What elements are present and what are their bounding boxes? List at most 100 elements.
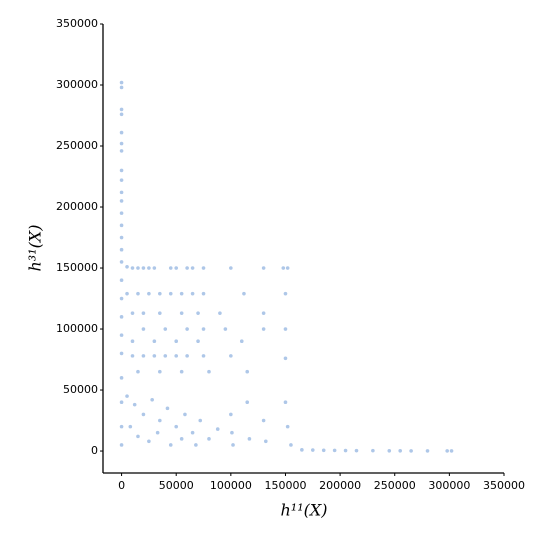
- point: [215, 427, 220, 431]
- point: [229, 412, 233, 417]
- point: [398, 448, 402, 453]
- point: [196, 311, 200, 315]
- point: [190, 291, 195, 296]
- point: [185, 354, 189, 358]
- point: [165, 406, 170, 411]
- point: [229, 354, 233, 358]
- point: [163, 327, 168, 331]
- point: [425, 449, 430, 453]
- point: [119, 333, 124, 337]
- x-axis-label: h¹¹(X): [280, 501, 327, 520]
- point: [130, 339, 135, 344]
- point: [119, 424, 124, 429]
- point: [179, 369, 184, 374]
- point: [155, 430, 160, 435]
- point: [152, 354, 157, 358]
- point: [119, 315, 124, 319]
- point: [190, 430, 195, 435]
- point: [119, 211, 124, 215]
- point: [119, 190, 124, 195]
- x-tick-label: 350000: [483, 479, 525, 492]
- point: [147, 291, 151, 296]
- point: [343, 448, 348, 453]
- point: [119, 178, 124, 182]
- x-tick-label: 150000: [264, 479, 306, 492]
- point: [285, 424, 290, 429]
- point: [185, 266, 189, 270]
- point: [179, 437, 184, 441]
- x-tick-label: 250000: [374, 479, 416, 492]
- point: [119, 400, 124, 405]
- point: [289, 443, 293, 447]
- x-tick-label: 200000: [319, 479, 361, 492]
- point: [119, 107, 124, 112]
- point: [141, 412, 146, 417]
- point: [163, 354, 168, 358]
- point: [130, 354, 135, 358]
- point: [168, 291, 173, 296]
- point: [310, 448, 315, 452]
- point: [201, 266, 206, 270]
- x-tick-label: 50000: [159, 479, 194, 492]
- x-tick-label: 300000: [428, 479, 470, 492]
- point: [147, 266, 151, 270]
- point: [332, 448, 337, 453]
- point: [281, 266, 286, 270]
- point: [141, 311, 146, 315]
- point: [185, 327, 189, 331]
- point: [130, 311, 135, 315]
- point: [168, 266, 173, 270]
- point: [119, 85, 124, 90]
- point: [168, 443, 173, 447]
- point: [125, 265, 129, 269]
- point: [261, 266, 266, 270]
- point: [119, 260, 124, 264]
- point: [247, 437, 252, 441]
- point: [242, 291, 246, 296]
- point: [174, 266, 179, 270]
- point: [174, 354, 179, 358]
- point: [158, 418, 162, 423]
- point: [119, 235, 124, 240]
- y-tick-label: 300000: [56, 78, 98, 91]
- y-tick-label: 350000: [56, 17, 98, 30]
- point: [147, 439, 151, 444]
- point: [141, 327, 146, 331]
- point: [119, 141, 124, 146]
- point: [198, 418, 203, 423]
- point: [231, 443, 235, 447]
- point: [409, 449, 413, 453]
- point: [119, 247, 124, 252]
- point: [119, 149, 124, 153]
- point: [158, 369, 162, 374]
- point: [119, 80, 124, 85]
- point: [229, 266, 233, 270]
- point: [183, 412, 187, 417]
- point: [239, 339, 244, 344]
- point: [119, 168, 124, 173]
- point: [179, 311, 184, 315]
- point: [285, 266, 290, 270]
- point: [119, 443, 124, 447]
- point: [158, 291, 162, 296]
- point: [179, 291, 184, 296]
- y-tick-label: 150000: [56, 261, 98, 274]
- point: [218, 311, 222, 315]
- point: [261, 311, 266, 315]
- y-axis-label: h³¹(X): [26, 224, 45, 271]
- point: [201, 291, 206, 296]
- point: [174, 339, 179, 344]
- point: [230, 430, 234, 435]
- point: [119, 296, 124, 301]
- point: [152, 266, 157, 270]
- point: [150, 397, 154, 402]
- point: [207, 437, 211, 441]
- point: [190, 266, 195, 270]
- point: [119, 130, 124, 135]
- point: [136, 369, 140, 374]
- point: [283, 327, 288, 331]
- point: [119, 199, 124, 203]
- point: [130, 266, 135, 270]
- y-tick-label: 250000: [56, 139, 98, 152]
- y-tick-label: 100000: [56, 322, 98, 335]
